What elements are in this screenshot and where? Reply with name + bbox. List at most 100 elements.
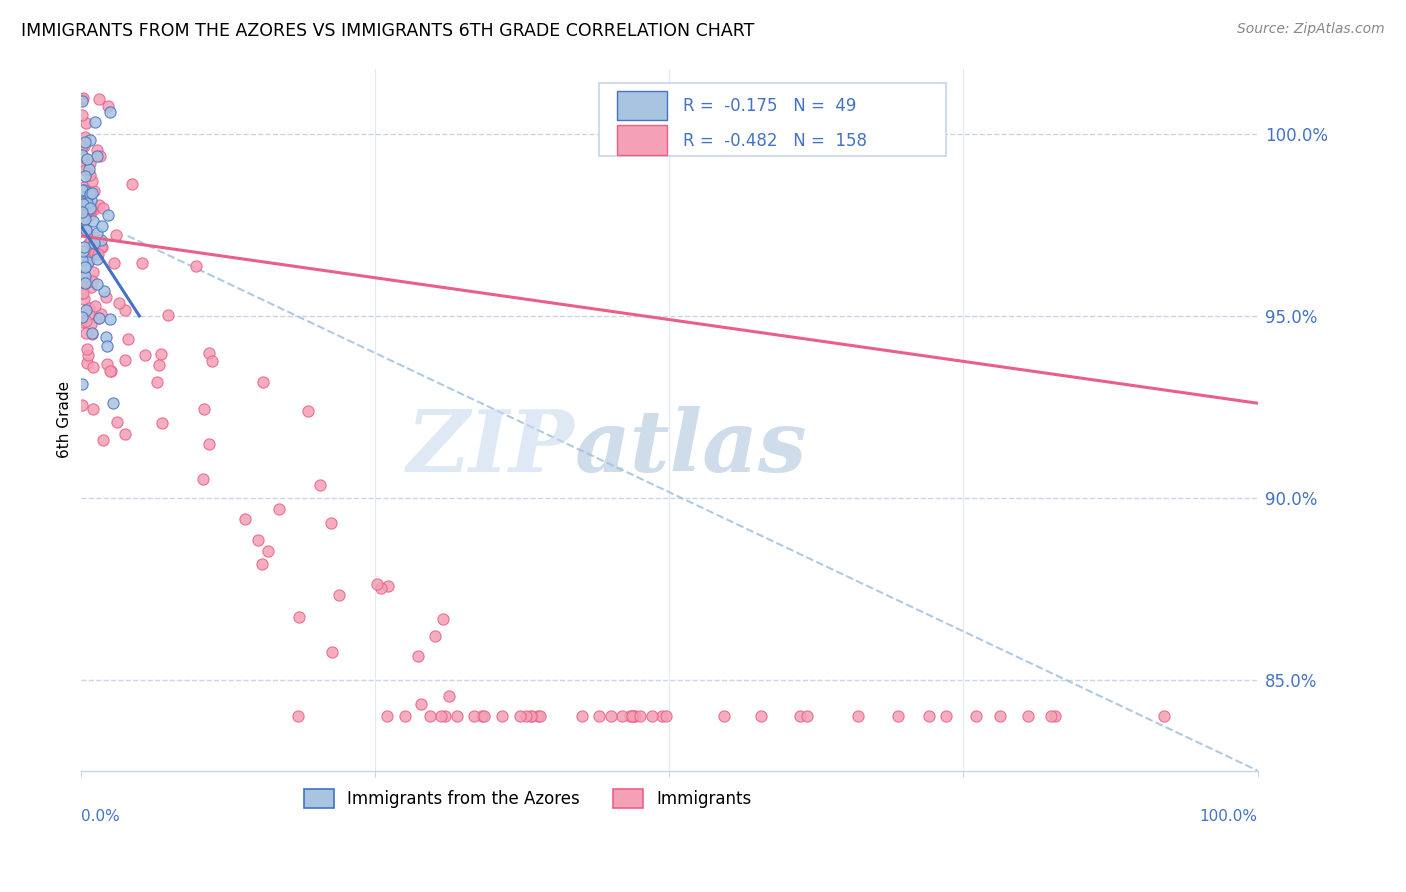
Point <box>104 227 127 242</box>
Point <box>321 516 343 530</box>
Point <box>117 332 139 346</box>
Point <box>233 512 256 526</box>
Point <box>82 214 104 228</box>
Point <box>328 589 350 603</box>
Point <box>197 436 219 450</box>
FancyBboxPatch shape <box>617 126 666 155</box>
Point <box>935 709 957 723</box>
Point <box>82 359 104 374</box>
Point <box>437 690 460 704</box>
Text: R =  -0.175   N =  49: R = -0.175 N = 49 <box>683 97 856 115</box>
Point <box>75 268 97 283</box>
Point <box>83 246 105 260</box>
Point <box>70 160 93 174</box>
Point <box>72 90 94 104</box>
Point <box>75 222 97 236</box>
Text: 0.0%: 0.0% <box>80 809 120 824</box>
Point <box>114 427 136 442</box>
Point <box>156 308 179 322</box>
Point <box>309 478 332 492</box>
Point <box>588 709 610 723</box>
Point <box>527 709 550 723</box>
Point <box>73 293 96 307</box>
Point <box>86 143 108 157</box>
Point <box>87 92 110 106</box>
Point <box>97 99 120 113</box>
Point <box>98 105 121 120</box>
Point <box>70 398 93 412</box>
Point <box>87 310 110 325</box>
Point <box>463 709 485 723</box>
Point <box>90 233 112 247</box>
Point <box>73 240 96 254</box>
Point <box>599 709 621 723</box>
Point <box>73 162 96 177</box>
Point <box>75 277 97 291</box>
Point <box>94 290 117 304</box>
Point <box>72 151 94 165</box>
Point <box>247 533 270 547</box>
Point <box>406 649 429 664</box>
Point <box>988 709 1011 723</box>
Point <box>918 709 941 723</box>
Point <box>94 329 117 343</box>
Point <box>80 186 103 201</box>
Point <box>93 285 115 299</box>
Point <box>193 401 215 416</box>
Point <box>76 203 98 218</box>
Point <box>90 307 112 321</box>
Point <box>80 202 103 216</box>
Point <box>375 709 398 723</box>
Point <box>87 197 110 211</box>
Point <box>79 208 101 222</box>
Point <box>79 133 101 147</box>
Point <box>79 187 101 202</box>
Point <box>87 247 110 261</box>
Text: IMMIGRANTS FROM THE AZORES VS IMMIGRANTS 6TH GRADE CORRELATION CHART: IMMIGRANTS FROM THE AZORES VS IMMIGRANTS… <box>21 22 755 40</box>
Point <box>70 310 93 324</box>
Point <box>77 243 100 257</box>
Point <box>80 326 103 340</box>
Point <box>252 376 274 390</box>
Point <box>72 186 94 201</box>
Point <box>641 709 664 723</box>
Text: atlas: atlas <box>575 406 807 490</box>
Point <box>101 396 124 410</box>
Point <box>73 183 96 197</box>
Point <box>1043 709 1066 723</box>
Point <box>623 709 645 723</box>
Point <box>621 709 644 723</box>
Point <box>114 303 136 318</box>
Point <box>80 326 103 341</box>
Point <box>105 415 128 429</box>
Point <box>114 352 136 367</box>
Point <box>70 108 93 122</box>
Point <box>394 709 416 723</box>
Point <box>150 416 173 430</box>
Point <box>1017 709 1039 723</box>
Point <box>75 303 97 318</box>
Point <box>77 301 100 316</box>
Point <box>83 202 105 216</box>
Point <box>887 709 910 723</box>
Point <box>84 115 107 129</box>
Point <box>297 404 319 418</box>
Point <box>621 709 644 723</box>
Point <box>77 189 100 203</box>
Point <box>425 629 447 643</box>
Point <box>86 277 108 291</box>
Point <box>86 226 108 240</box>
Point <box>108 296 131 310</box>
Point <box>77 236 100 251</box>
Point <box>77 254 100 268</box>
Text: R =  -0.482   N =  158: R = -0.482 N = 158 <box>683 132 868 150</box>
Point <box>76 275 98 289</box>
Point <box>491 709 513 723</box>
Point <box>89 149 111 163</box>
Point <box>70 194 93 209</box>
Point <box>146 376 169 390</box>
Point <box>84 299 107 313</box>
Point <box>79 156 101 170</box>
Point <box>198 346 221 360</box>
Point <box>70 139 93 153</box>
